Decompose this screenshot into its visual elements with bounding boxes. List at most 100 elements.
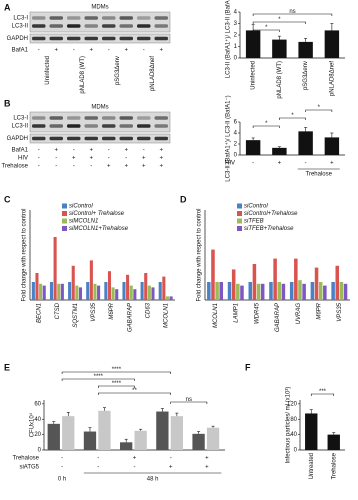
legend-swatch — [237, 226, 242, 231]
bar — [245, 30, 261, 58]
bar — [68, 282, 72, 300]
blot-row-label: GAPDH — [7, 36, 28, 42]
significance-bracket — [98, 385, 135, 388]
blot-row-label: LC3-II — [12, 124, 29, 130]
condition-mark: - — [55, 156, 57, 162]
bar — [170, 416, 184, 450]
condition-mark: - — [61, 456, 63, 462]
condition-mark: - — [170, 456, 172, 462]
blot-band — [137, 136, 151, 141]
bar — [107, 271, 112, 300]
legend-swatch — [62, 211, 67, 216]
bar — [42, 285, 46, 300]
bar — [240, 285, 244, 300]
x-tick-label: SQSTM1 — [73, 303, 79, 328]
bar — [248, 282, 253, 300]
condition-mark: + — [142, 156, 146, 162]
blot-band — [49, 124, 63, 128]
legend-label: siControl — [244, 204, 268, 210]
y-tick-label: 0 — [234, 153, 238, 159]
bar — [324, 137, 340, 155]
blot-band — [84, 116, 98, 120]
blot-band — [49, 24, 63, 28]
y-tick-label: 3 — [234, 21, 238, 27]
y-tick-label: 60 — [34, 401, 41, 407]
bar — [83, 431, 97, 450]
bar — [272, 147, 287, 155]
x-tick-label: GABARAP — [275, 303, 281, 332]
x-tick-label: LAMP1 — [234, 303, 240, 323]
x-tick-label: Trehalose — [331, 452, 337, 479]
significance-bracket — [252, 125, 280, 128]
y-tick-label: 120 — [287, 401, 298, 407]
blot-band — [154, 116, 168, 120]
blot-band — [137, 116, 151, 120]
blot-row-label: LC3-I — [13, 116, 28, 122]
legend-label: siTFEB+Trehalose — [244, 226, 294, 232]
bar — [339, 282, 344, 300]
blot-band — [137, 24, 151, 28]
bar — [60, 283, 64, 300]
bar — [31, 282, 35, 300]
blot-band — [119, 124, 133, 128]
blot-band — [102, 16, 116, 20]
bar — [231, 269, 236, 300]
x-tick-label: M6PR — [109, 302, 115, 319]
condition-label: siATG5 — [19, 465, 39, 471]
bar — [305, 413, 318, 450]
bar — [78, 287, 83, 300]
bar — [294, 258, 298, 300]
condition-mark: + — [159, 148, 163, 154]
blot-band — [102, 124, 116, 128]
blot-band — [119, 136, 133, 141]
blot-band — [84, 24, 98, 28]
significance-bracket — [252, 21, 306, 24]
blot-band — [119, 116, 133, 120]
y-tick-label: 0 — [234, 56, 238, 62]
y-tick-label: 2 — [234, 142, 238, 148]
bar — [272, 39, 287, 58]
x-tick-label: BECN1 — [37, 303, 43, 323]
y-tick-label: 0 — [38, 448, 42, 454]
bar — [206, 427, 220, 450]
blot-band — [119, 36, 133, 41]
condition-mark: - — [252, 161, 254, 167]
condition-mark: - — [108, 148, 110, 154]
condition-mark: - — [97, 465, 99, 471]
bar — [192, 433, 205, 450]
legend-swatch — [237, 211, 242, 216]
bar — [62, 416, 75, 450]
blot-title: MDMs — [91, 5, 108, 11]
legend-swatch — [62, 218, 67, 224]
bar — [298, 280, 302, 300]
y-tick-label: 2 — [234, 33, 238, 39]
condition-mark: - — [38, 148, 40, 154]
y-tick-label: 20 — [34, 432, 41, 438]
bar — [47, 423, 60, 450]
bar — [57, 283, 61, 300]
x-tick-label: Uninfected — [251, 61, 257, 90]
bar — [162, 276, 166, 300]
significance-bracket — [61, 371, 171, 374]
significance-label: ns — [289, 9, 295, 15]
bar — [298, 41, 313, 58]
x-tick-label: CD63 — [145, 302, 151, 318]
bar — [156, 411, 169, 450]
blot-band — [49, 36, 63, 41]
condition-mark: - — [73, 48, 75, 54]
x-tick-label: VPS35 — [91, 302, 97, 321]
legend-label: siControl+ Trehalose — [69, 211, 125, 217]
lane-label: pSG3Δenv — [115, 56, 121, 85]
blot-image — [29, 11, 171, 33]
bar — [318, 282, 323, 300]
blot-band — [119, 24, 133, 28]
bar — [104, 282, 108, 300]
lane-label: Uninfected — [45, 56, 51, 85]
condition-mark: + — [124, 48, 128, 54]
bar — [273, 258, 277, 300]
bar — [147, 285, 151, 300]
condition-mark: - — [55, 164, 57, 170]
blot-band — [137, 16, 151, 20]
blot-band — [67, 16, 81, 20]
significance-label: * — [318, 105, 321, 111]
